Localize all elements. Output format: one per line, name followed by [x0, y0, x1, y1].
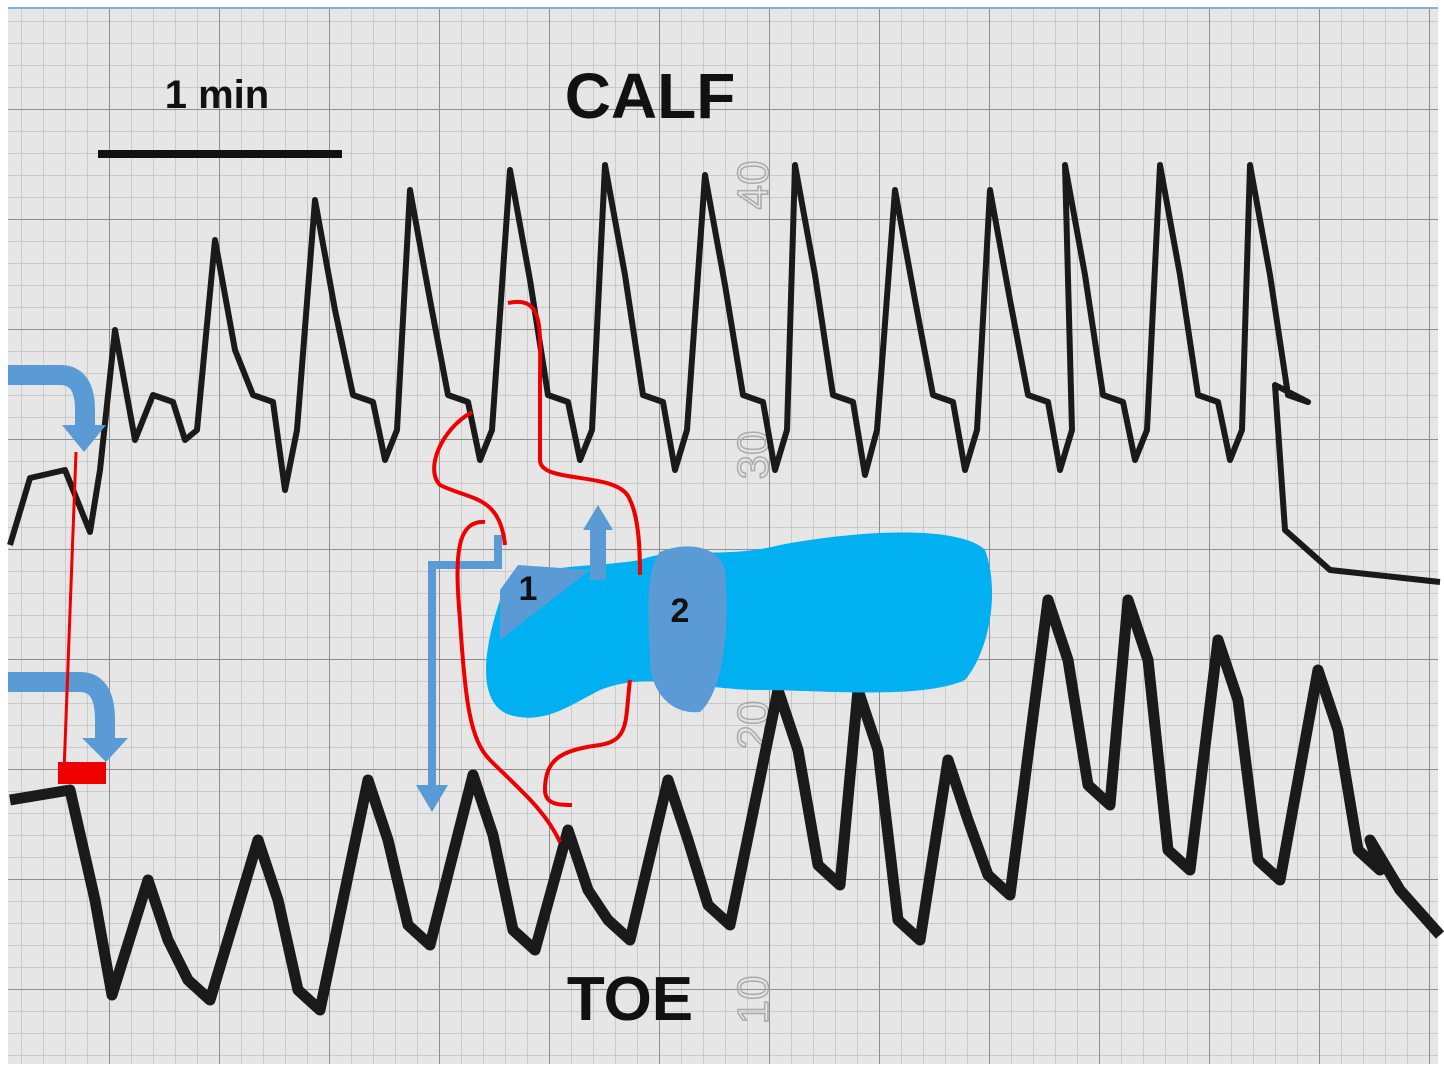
calf-label: CALF [565, 60, 736, 132]
arrow-head [82, 738, 128, 762]
wire [542, 679, 632, 807]
joint-2-label: 2 [671, 592, 690, 630]
toe-label: TOE [567, 965, 693, 1034]
arrow-calf [8, 365, 95, 425]
joint-1-label: 1 [519, 570, 538, 608]
calf-trace [7, 162, 1441, 585]
flexion-arrow [428, 535, 502, 790]
arrow-head [416, 785, 448, 812]
scale-label: 1 min [165, 73, 269, 117]
wire [507, 299, 642, 576]
arrow-toe [8, 672, 115, 740]
arrow-head [62, 425, 106, 452]
marker-block [58, 762, 106, 784]
major-grid [8, 8, 1438, 1064]
toe-trace [9, 594, 1444, 1016]
joint-2 [648, 546, 727, 713]
paper-scale-label: 40 [729, 161, 778, 210]
joint-1 [500, 565, 590, 640]
wire [455, 519, 562, 843]
limb [486, 532, 993, 718]
wire [432, 410, 507, 546]
paper-scale-label: 10 [729, 976, 778, 1025]
arrow-head [583, 505, 613, 530]
marker-line [62, 451, 78, 773]
